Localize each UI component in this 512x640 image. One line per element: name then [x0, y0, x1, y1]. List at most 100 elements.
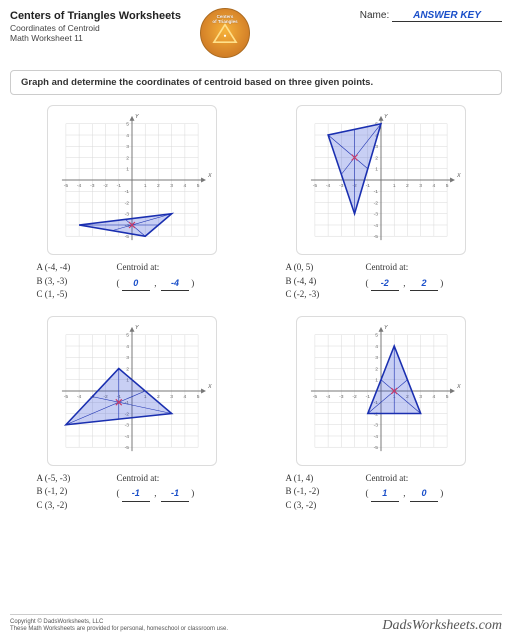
svg-text:4: 4	[432, 183, 435, 189]
centroid-label: Centroid at:	[366, 261, 476, 275]
centroid-value: ( 1 , 0 )	[366, 487, 476, 502]
svg-text:-4: -4	[325, 183, 330, 189]
svg-text:-4: -4	[373, 223, 378, 229]
centroid-y: -1	[161, 487, 189, 502]
footer: Copyright © DadsWorksheets, LLC These Ma…	[10, 614, 502, 634]
centroid-value: ( -1 , -1 )	[117, 487, 227, 502]
svg-text:-2: -2	[124, 200, 129, 206]
svg-text:5: 5	[375, 332, 378, 338]
svg-text:1: 1	[126, 167, 129, 173]
chart-3: -5-4-3-2-112345-5-4-3-2-112345XY	[47, 316, 217, 466]
svg-text:-4: -4	[76, 393, 81, 399]
point-b: B (-1, 2)	[37, 485, 107, 499]
svg-text:-3: -3	[339, 393, 344, 399]
centroid-x: 0	[122, 277, 150, 292]
svg-text:Y: Y	[134, 114, 138, 120]
svg-text:3: 3	[375, 355, 378, 361]
centroid-y: -4	[161, 277, 189, 292]
svg-text:-4: -4	[124, 433, 129, 439]
problem-2: -5-4-3-2-112345-5-4-3-2-112345XY A (0, 5…	[263, 105, 498, 302]
footer-note: These Math Worksheets are provided for p…	[10, 626, 228, 633]
svg-text:-4: -4	[373, 433, 378, 439]
svg-text:X: X	[455, 384, 460, 390]
copyright: Copyright © DadsWorksheets, LLC	[10, 619, 228, 626]
svg-text:-5: -5	[63, 393, 68, 399]
svg-text:4: 4	[432, 393, 435, 399]
centroid-value: ( 0 , -4 )	[117, 277, 227, 292]
svg-text:-5: -5	[124, 445, 129, 451]
problem-1-data: A (-4, -4) B (3, -3) C (1, -5) Centroid …	[37, 261, 227, 302]
svg-text:-3: -3	[124, 422, 129, 428]
svg-text:4: 4	[183, 183, 186, 189]
svg-text:1: 1	[392, 183, 395, 189]
points-list: A (-5, -3) B (-1, 2) C (3, -2)	[37, 472, 107, 513]
centroid-x: -1	[122, 487, 150, 502]
point-c: C (3, -2)	[286, 499, 356, 513]
answer-block: Centroid at: ( 1 , 0 )	[366, 472, 476, 513]
svg-text:3: 3	[126, 144, 129, 150]
svg-text:-2: -2	[352, 393, 357, 399]
point-c: C (3, -2)	[37, 499, 107, 513]
svg-text:3: 3	[419, 393, 422, 399]
instruction-text: Graph and determine the coordinates of c…	[10, 70, 502, 95]
point-c: C (-2, -3)	[286, 288, 356, 302]
svg-text:1: 1	[143, 183, 146, 189]
name-field[interactable]: ANSWER KEY	[392, 10, 502, 22]
points-list: A (1, 4) B (-1, -2) C (3, -2)	[286, 472, 356, 513]
svg-text:5: 5	[196, 393, 199, 399]
svg-text:5: 5	[196, 183, 199, 189]
chart-4: -5-4-3-2-112345-5-4-3-2-112345XY	[296, 316, 466, 466]
svg-text:-1: -1	[365, 183, 370, 189]
svg-text:1: 1	[375, 167, 378, 173]
svg-text:-2: -2	[373, 200, 378, 206]
svg-text:-5: -5	[124, 234, 129, 240]
svg-text:-3: -3	[90, 183, 95, 189]
svg-text:X: X	[455, 173, 460, 179]
svg-text:2: 2	[406, 183, 409, 189]
svg-text:-5: -5	[373, 445, 378, 451]
problem-3-data: A (-5, -3) B (-1, 2) C (3, -2) Centroid …	[37, 472, 227, 513]
svg-text:4: 4	[126, 133, 129, 139]
svg-text:5: 5	[126, 122, 129, 128]
svg-text:Y: Y	[134, 324, 138, 330]
centroid-label: Centroid at:	[366, 472, 476, 486]
answer-key: ANSWER KEY	[413, 10, 481, 21]
chart-2: -5-4-3-2-112345-5-4-3-2-112345XY	[296, 105, 466, 255]
footer-left: Copyright © DadsWorksheets, LLC These Ma…	[10, 619, 228, 633]
point-c: C (1, -5)	[37, 288, 107, 302]
svg-text:-1: -1	[124, 189, 129, 195]
page-subtitle: Coordinates of Centroid	[10, 23, 181, 33]
chart-1: -5-4-3-2-112345-5-4-3-2-112345XY	[47, 105, 217, 255]
svg-text:-4: -4	[325, 393, 330, 399]
svg-text:-5: -5	[312, 393, 317, 399]
svg-text:2: 2	[157, 393, 160, 399]
svg-text:4: 4	[183, 393, 186, 399]
points-list: A (-4, -4) B (3, -3) C (1, -5)	[37, 261, 107, 302]
point-b: B (-4, 4)	[286, 275, 356, 289]
page-title: Centers of Triangles Worksheets	[10, 10, 181, 22]
point-b: B (-1, -2)	[286, 485, 356, 499]
answer-block: Centroid at: ( -2 , 2 )	[366, 261, 476, 302]
svg-text:-2: -2	[103, 183, 108, 189]
centroid-label: Centroid at:	[117, 261, 227, 275]
svg-text:-3: -3	[373, 212, 378, 218]
point-a: A (-5, -3)	[37, 472, 107, 486]
problem-4-data: A (1, 4) B (-1, -2) C (3, -2) Centroid a…	[286, 472, 476, 513]
svg-text:2: 2	[157, 183, 160, 189]
svg-text:3: 3	[375, 144, 378, 150]
point-a: A (-4, -4)	[37, 261, 107, 275]
svg-text:5: 5	[126, 332, 129, 338]
centroid-label: Centroid at:	[117, 472, 227, 486]
centroid-x: -2	[371, 277, 399, 292]
svg-text:2: 2	[126, 366, 129, 372]
badge-icon: Centers of Triangles	[200, 8, 250, 58]
svg-text:3: 3	[170, 393, 173, 399]
svg-text:3: 3	[126, 355, 129, 361]
header: Centers of Triangles Worksheets Coordina…	[10, 10, 502, 64]
centroid-x: 1	[371, 487, 399, 502]
answer-block: Centroid at: ( -1 , -1 )	[117, 472, 227, 513]
svg-text:-5: -5	[312, 183, 317, 189]
svg-text:-1: -1	[373, 189, 378, 195]
point-b: B (3, -3)	[37, 275, 107, 289]
svg-text:-4: -4	[76, 183, 81, 189]
